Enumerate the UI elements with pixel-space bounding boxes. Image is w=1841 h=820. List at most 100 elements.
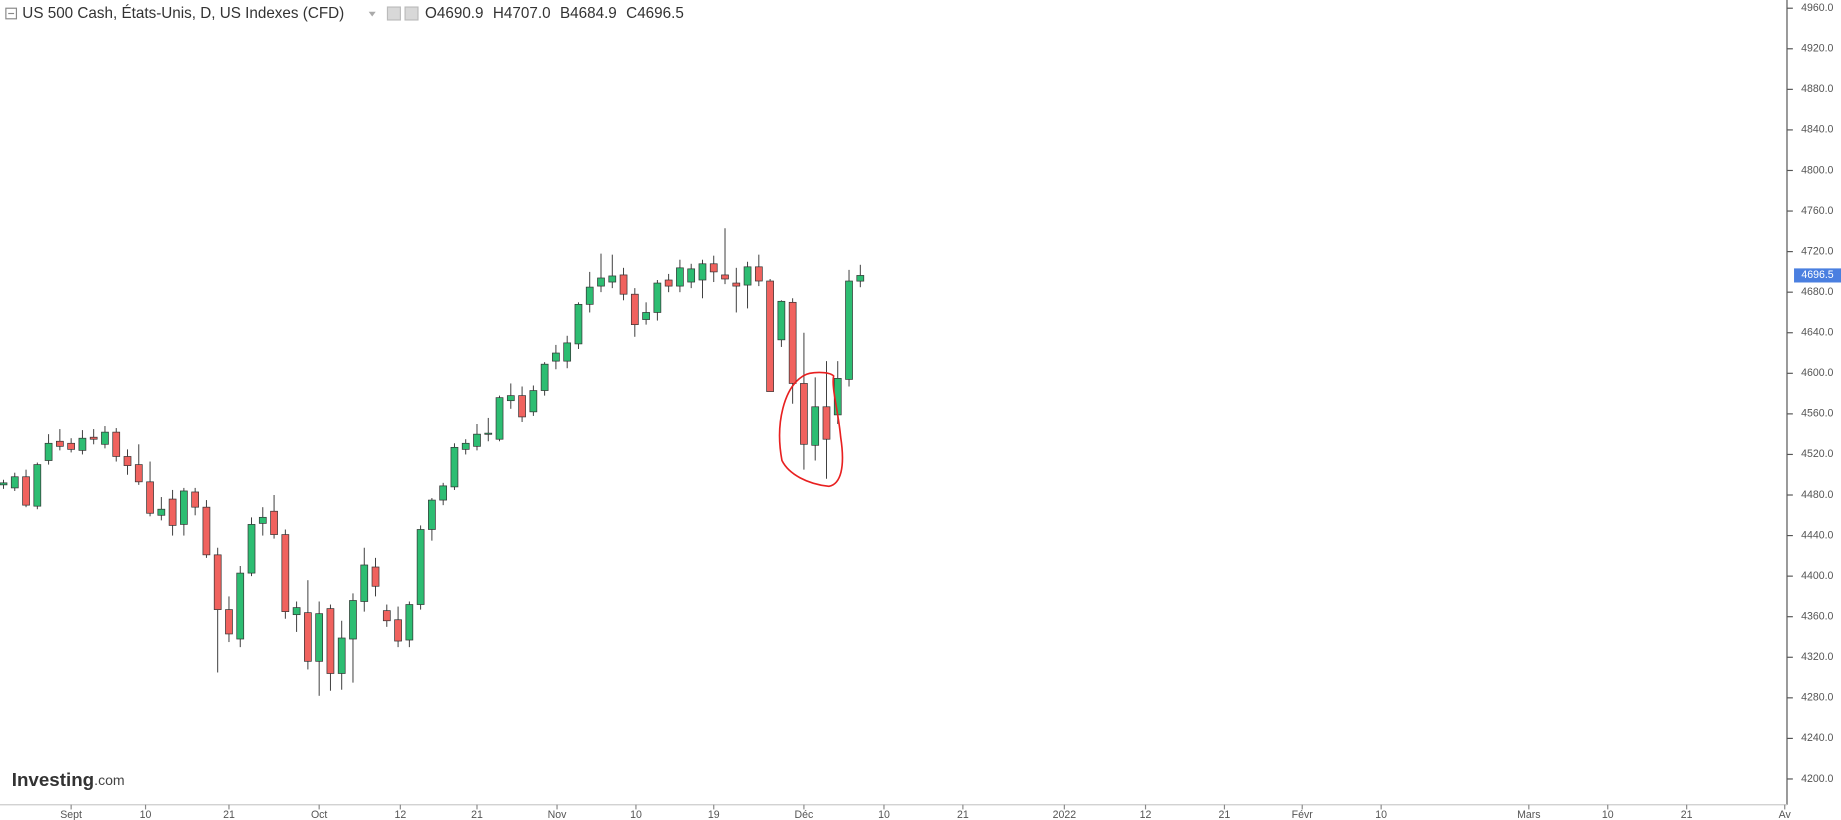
candle-body	[225, 609, 233, 635]
candle-body	[585, 286, 594, 305]
last-price-label: 4696.5	[1801, 269, 1833, 281]
candle-body	[461, 442, 470, 450]
candle-body	[597, 277, 605, 287]
annotation-ellipse	[778, 371, 844, 488]
candle-body	[405, 604, 414, 641]
y-tick-label: 4360.0	[1801, 610, 1833, 622]
x-tick-label: 21	[1681, 809, 1693, 820]
candle-body	[258, 516, 267, 524]
candle-body	[811, 406, 820, 446]
candle-body	[292, 607, 301, 616]
candle-body	[766, 280, 774, 392]
header-icon	[386, 6, 401, 21]
x-tick-label: Sept	[60, 809, 82, 820]
candle-body	[732, 282, 741, 287]
candle-body	[473, 433, 481, 447]
candle-body	[800, 383, 808, 445]
ohlc-value: 4707.0	[504, 5, 551, 22]
candle-body	[360, 564, 369, 602]
y-tick-label: 4240.0	[1801, 732, 1833, 744]
x-tick-label: Av	[1779, 809, 1792, 820]
y-tick-label: 4760.0	[1801, 205, 1833, 217]
candle-body	[326, 608, 335, 674]
candle-body	[180, 490, 188, 525]
candle-body	[123, 456, 132, 466]
y-tick-label: 4200.0	[1801, 773, 1833, 785]
y-tick-label: 4920.0	[1801, 43, 1833, 55]
x-tick-label: Déc	[795, 809, 814, 820]
y-tick-label: 4520.0	[1801, 448, 1833, 460]
candle-body	[101, 431, 109, 445]
y-tick-label: 4880.0	[1801, 83, 1833, 95]
candle-body	[653, 282, 662, 313]
candle-body	[191, 491, 199, 508]
candle-body	[777, 300, 786, 341]
candle-body	[450, 446, 459, 488]
y-tick-label: 4560.0	[1801, 408, 1833, 420]
candle-body	[439, 485, 448, 501]
candle-body	[270, 510, 278, 535]
candle-body	[687, 268, 696, 283]
chart-title: US 500 Cash, États-Unis, D, US Indexes (…	[22, 5, 344, 22]
candle-body	[349, 600, 357, 640]
candle-body	[33, 464, 42, 507]
candle-body	[845, 280, 853, 380]
candle-body	[112, 431, 121, 457]
candle-body	[416, 529, 425, 605]
candle-body	[10, 476, 19, 489]
candle-body	[642, 312, 650, 320]
axes: 4200.0 4240.0 4280.0 4320.0 4360.0 4400.0 4440…	[60, 2, 1841, 820]
y-tick-label: 4440.0	[1801, 529, 1833, 541]
candle-body	[213, 554, 222, 610]
ohlc-key: C	[626, 5, 637, 22]
candles	[0, 228, 865, 696]
candle-body	[146, 481, 154, 514]
candle-body	[721, 274, 729, 280]
candle-body	[157, 508, 166, 516]
header-icon	[404, 6, 419, 21]
watermark-main: Investing	[12, 769, 94, 790]
candle-body	[247, 524, 256, 574]
candle-body	[382, 610, 391, 622]
x-tick-label: 10	[1375, 809, 1387, 820]
candle-body	[743, 266, 752, 286]
x-tick-label: 12	[1140, 809, 1152, 820]
ohlc-value: 4696.5	[637, 5, 684, 22]
candle-body	[56, 440, 64, 447]
ohlc-values: O4690.9 H4707.0 B4684.9 C4696.5	[425, 5, 684, 22]
candle-body	[428, 499, 436, 530]
candle-body	[676, 267, 684, 287]
candle-body	[540, 363, 549, 391]
x-tick-label: 10	[630, 809, 642, 820]
y-tick-label: 4960.0	[1801, 2, 1833, 14]
candle-body	[281, 534, 290, 612]
x-tick-label: Févr	[1292, 809, 1314, 820]
x-tick-label: Mars	[1517, 809, 1540, 820]
candle-body	[44, 442, 53, 461]
ohlc-key: O	[425, 5, 437, 22]
ohlc-key: H	[493, 5, 504, 22]
y-tick-label: 4400.0	[1801, 570, 1833, 582]
watermark-suffix: .com	[94, 772, 125, 788]
candle-body	[698, 263, 707, 281]
candle-body	[202, 506, 211, 556]
candle-body	[619, 274, 628, 295]
candle-body	[506, 395, 515, 402]
candle-body	[78, 437, 87, 451]
candle-body	[236, 572, 245, 640]
x-tick-label: 19	[708, 809, 720, 820]
x-tick-label: 10	[1602, 809, 1614, 820]
collapse-icon[interactable]	[5, 7, 18, 20]
last-price-tag	[1794, 268, 1841, 283]
candle-body	[664, 279, 673, 287]
candle-body	[67, 442, 75, 450]
candle-body	[518, 395, 526, 418]
x-tick-label: Oct	[311, 809, 327, 820]
candle-body	[608, 275, 617, 283]
y-tick-label: 4600.0	[1801, 367, 1833, 379]
x-tick-label: 10	[140, 809, 152, 820]
candle-body	[574, 303, 583, 345]
